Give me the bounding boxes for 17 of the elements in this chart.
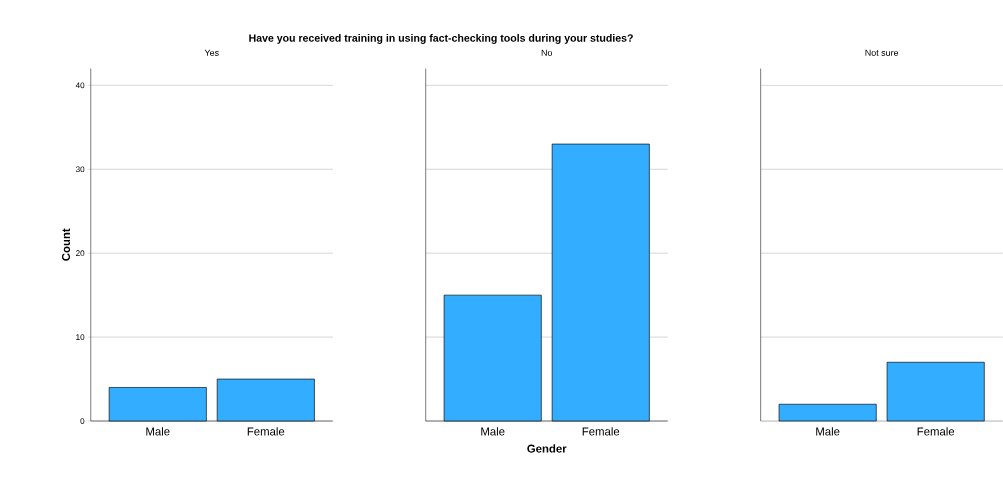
x-tick-label: Female bbox=[917, 426, 955, 436]
y-tick-label: 20 bbox=[76, 250, 85, 256]
y-tick-label: 30 bbox=[75, 166, 85, 172]
text: Have you received training in using fact-checking tools during your studies? bbox=[249, 33, 633, 44]
x-tick-label: Male bbox=[146, 426, 170, 436]
x-tick-label: Female bbox=[582, 426, 620, 436]
y-tick-label: 0 bbox=[80, 417, 85, 424]
x-axis-title: Gender bbox=[527, 444, 567, 453]
chart-subtitle: Not sure bbox=[865, 49, 899, 56]
y-tick-label: 10 bbox=[76, 333, 85, 340]
y-tick-label: 40 bbox=[75, 82, 85, 88]
y-axis-title: Count bbox=[61, 228, 71, 261]
chart-subtitle: No bbox=[541, 49, 553, 56]
chart-subtitle: Yes bbox=[204, 49, 219, 56]
x-tick-label: Male bbox=[816, 426, 840, 436]
x-tick-label: Female bbox=[247, 426, 285, 436]
x-tick-label: Male bbox=[481, 426, 505, 436]
